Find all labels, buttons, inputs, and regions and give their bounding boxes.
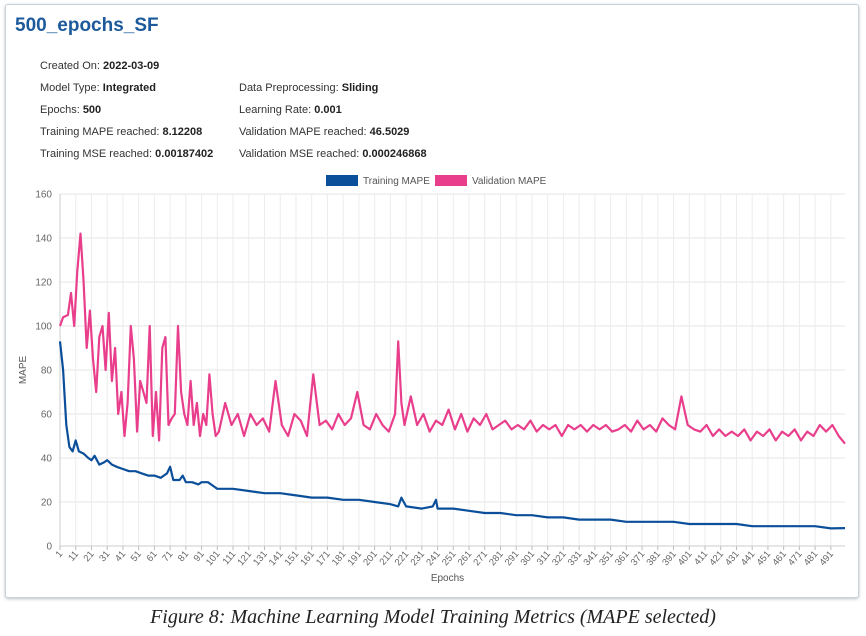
x-tick-label: 71	[160, 549, 175, 564]
y-tick-label: 20	[41, 498, 53, 509]
model-card: 500_epochs_SF Created On: 2022-03-09 Mod…	[5, 4, 859, 598]
chart-series	[58, 232, 846, 530]
x-tick-label: 131	[251, 549, 270, 568]
x-tick-label: 241	[424, 549, 443, 568]
x-tick-label: 381	[644, 549, 663, 568]
legend-swatch-training-mape	[326, 175, 358, 186]
x-tick-label: 451	[755, 549, 774, 568]
x-tick-label: 31	[97, 549, 112, 564]
x-tick-label: 251	[440, 549, 459, 568]
chart-grid	[59, 193, 845, 547]
chart-legend[interactable]: Training MAPE Validation MAPE	[326, 175, 547, 187]
y-tick-label: 60	[41, 410, 53, 421]
x-tick-label: 231	[409, 549, 428, 568]
x-tick-label: 171	[314, 549, 333, 568]
x-tick-label: 411	[692, 549, 710, 568]
x-tick-label: 391	[660, 549, 679, 568]
x-tick-label: 191	[346, 549, 365, 568]
x-tick-label: 161	[298, 549, 317, 568]
x-tick-label: 281	[487, 549, 506, 568]
x-tick-label: 11	[66, 549, 81, 564]
x-tick-label: 211	[377, 549, 395, 568]
x-tick-label: 221	[393, 549, 412, 568]
x-tick-label: 201	[361, 549, 380, 568]
y-tick-label: 40	[41, 454, 53, 465]
legend-swatch-validation-mape	[435, 175, 467, 186]
x-tick-label: 431	[723, 549, 742, 568]
x-tick-label: 421	[707, 549, 726, 568]
x-tick-label: 341	[582, 549, 601, 568]
validation-mse: Validation MSE reached: 0.000246868	[239, 148, 427, 160]
x-tick-label: 51	[129, 549, 144, 564]
x-tick-label: 21	[82, 549, 97, 564]
x-tick-label: 291	[503, 549, 522, 568]
x-tick-label: 141	[267, 549, 286, 568]
x-tick-label: 331	[566, 549, 585, 568]
series-line-training-mape	[58, 341, 846, 530]
x-tick-label: 491	[818, 549, 837, 568]
y-axis-title: MAPE	[18, 356, 29, 385]
y-tick-label: 160	[35, 190, 52, 201]
model-type: Model Type: Integrated	[40, 82, 156, 94]
model-title: 500_epochs_SF	[15, 15, 159, 36]
epochs: Epochs: 500	[40, 104, 102, 116]
figure-caption: Figure 8: Machine Learning Model Trainin…	[150, 606, 716, 628]
y-tick-label: 0	[46, 542, 52, 553]
x-tick-label: 151	[283, 549, 302, 568]
series-line-validation-mape	[58, 232, 846, 445]
x-tick-label: 81	[176, 549, 191, 564]
x-tick-label: 371	[629, 549, 648, 568]
created-on: Created On: 2022-03-09	[40, 60, 160, 72]
x-tick-label: 61	[144, 549, 159, 564]
validation-mape: Validation MAPE reached: 46.5029	[239, 126, 410, 138]
x-tick-label: 351	[597, 549, 616, 568]
data-preprocessing: Data Preprocessing: Sliding	[239, 82, 379, 94]
y-tick-label: 120	[35, 278, 52, 289]
x-tick-label: 111	[221, 549, 239, 567]
x-tick-label: 121	[235, 549, 254, 568]
legend-label-validation-mape: Validation MAPE	[472, 176, 547, 187]
x-tick-label: 41	[113, 549, 128, 564]
x-tick-label: 1	[53, 549, 65, 560]
x-tick-label: 271	[471, 549, 490, 568]
y-tick-label: 80	[41, 366, 53, 377]
x-tick-label: 261	[456, 549, 475, 568]
x-tick-label: 461	[770, 549, 789, 568]
x-tick-label: 101	[204, 549, 223, 568]
x-tick-label: 471	[786, 549, 805, 568]
x-tick-label: 481	[802, 549, 821, 568]
x-tick-label: 401	[676, 549, 695, 568]
x-tick-label: 181	[330, 549, 349, 568]
training-mse: Training MSE reached: 0.00187402	[40, 148, 214, 160]
training-mape: Training MAPE reached: 8.12208	[40, 126, 203, 138]
x-axis-title: Epochs	[431, 573, 464, 584]
learning-rate: Learning Rate: 0.001	[239, 104, 342, 116]
x-tick-label: 321	[550, 549, 569, 568]
x-tick-label: 441	[739, 549, 758, 568]
x-tick-label: 361	[613, 549, 632, 568]
legend-label-training-mape: Training MAPE	[363, 176, 430, 187]
x-tick-label: 301	[519, 549, 538, 568]
y-tick-label: 140	[35, 234, 52, 245]
y-tick-label: 100	[35, 322, 52, 333]
x-tick-label: 311	[535, 549, 553, 568]
